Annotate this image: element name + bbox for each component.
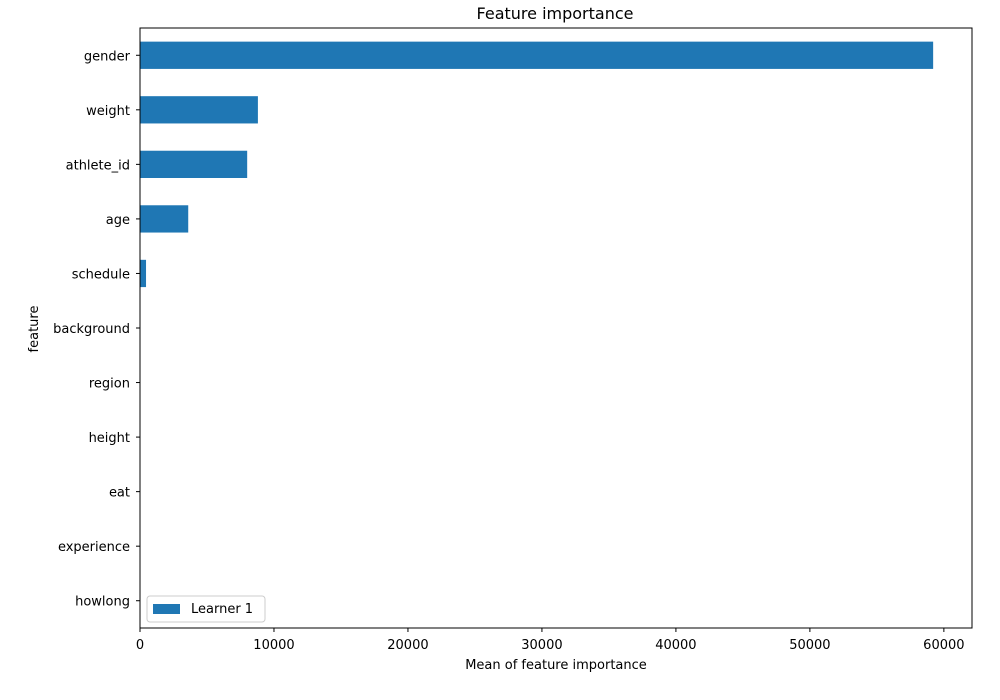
x-tick-label-20000: 20000 — [387, 638, 428, 653]
y-tick-label-eat: eat — [109, 486, 130, 501]
chart-title: Feature importance — [477, 4, 634, 23]
x-axis-title: Mean of feature importance — [465, 658, 647, 673]
bar-gender — [140, 41, 934, 69]
x-tick-label-0: 0 — [136, 638, 144, 653]
bar-schedule — [140, 259, 147, 288]
y-axis-title: feature — [27, 306, 42, 353]
x-tick-label-30000: 30000 — [521, 638, 562, 653]
y-tick-label-howlong: howlong — [75, 595, 130, 610]
y-tick-label-gender: gender — [84, 49, 131, 64]
x-tick-label-10000: 10000 — [253, 638, 294, 653]
y-tick-label-height: height — [89, 431, 130, 446]
y-tick-label-background: background — [53, 322, 130, 337]
bars-group — [140, 41, 934, 288]
x-axis: 0 10000 20000 30000 40000 50000 60000 — [136, 628, 965, 653]
x-tick-label-50000: 50000 — [789, 638, 830, 653]
legend-box — [146, 595, 266, 623]
legend-label-learner-1: Learner 1 — [191, 602, 253, 617]
bar-weight — [140, 96, 258, 124]
x-tick-label-60000: 60000 — [923, 638, 964, 653]
legend: Learner 1 — [146, 595, 266, 623]
y-tick-label-weight: weight — [86, 104, 130, 119]
bar-athlete-id — [140, 150, 248, 178]
y-tick-label-experience: experience — [58, 540, 130, 555]
y-tick-label-region: region — [89, 377, 130, 392]
y-tick-label-schedule: schedule — [72, 267, 130, 282]
x-tick-label-40000: 40000 — [655, 638, 696, 653]
y-tick-label-athlete-id: athlete_id — [66, 158, 130, 173]
y-tick-label-age: age — [106, 213, 130, 228]
legend-swatch-learner-1 — [153, 604, 180, 614]
bar-age — [140, 205, 189, 233]
plot-frame — [139, 27, 973, 629]
